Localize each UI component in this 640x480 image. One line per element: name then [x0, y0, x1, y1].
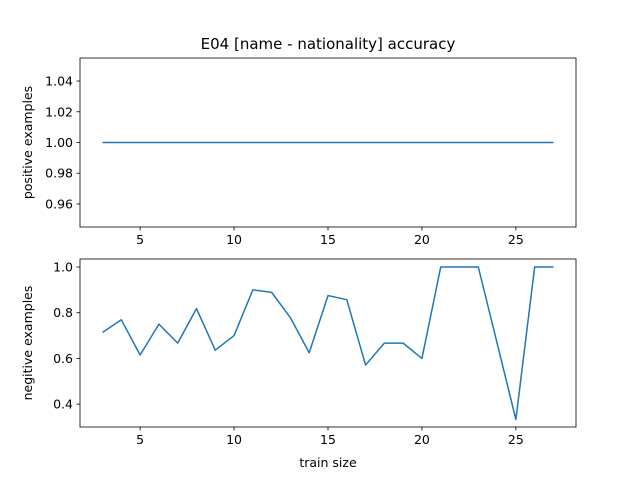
neg-x-tick-label: 25: [508, 432, 524, 447]
pos-y-tick-label: 0.96: [45, 196, 73, 211]
pos-y-tick-label: 0.98: [45, 166, 73, 181]
neg-x-tick-label: 5: [136, 432, 144, 447]
pos-x-tick-label: 20: [414, 232, 430, 247]
negative-examples-panel: 5 10 15 20 25 0.4 0.6 0.8 1.0 negitive examples tr…: [20, 258, 577, 470]
pos-y-tick-label: 1.00: [45, 135, 73, 150]
neg-x-axis-label: train size: [299, 455, 357, 470]
neg-y-tick-label: 0.8: [53, 305, 73, 320]
neg-x-tick-label: 20: [414, 432, 430, 447]
pos-y-axis-label: positive examples: [20, 86, 35, 199]
pos-y-tick-label: 1.02: [45, 104, 73, 119]
positive-examples-panel: 5 10 15 20 25 0.96 0.98 1.00 1.02 1.04 positive ex…: [20, 57, 577, 247]
pos-x-tick-label: 15: [320, 232, 336, 247]
neg-x-tick-label: 10: [226, 432, 242, 447]
pos-x-tick-label: 25: [508, 232, 524, 247]
pos-x-tick-label: 10: [226, 232, 242, 247]
neg-series-line: [102, 266, 554, 421]
neg-y-tick-label: 0.6: [53, 351, 73, 366]
neg-y-axis-label: negitive examples: [20, 286, 35, 401]
neg-y-tick-label: 0.4: [53, 397, 73, 412]
neg-x-tick-label: 15: [320, 432, 336, 447]
chart-title: E04 [name - nationality] accuracy: [201, 35, 456, 53]
pos-x-tick-label: 5: [136, 232, 144, 247]
pos-y-tick-label: 1.04: [45, 74, 73, 89]
neg-y-tick-label: 1.0: [53, 260, 73, 275]
